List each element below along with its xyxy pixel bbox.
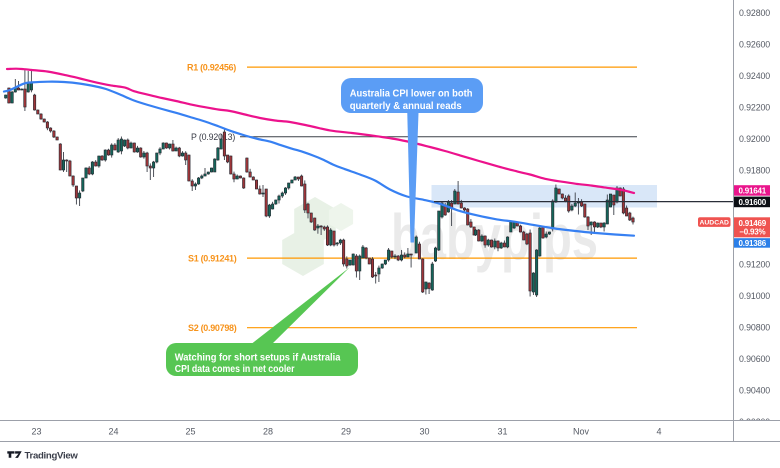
svg-text:Nov: Nov	[573, 426, 590, 436]
svg-text:30: 30	[419, 426, 429, 436]
svg-text:0.90800: 0.90800	[739, 323, 770, 333]
svg-text:babypips: babypips	[391, 201, 598, 273]
svg-text:0.91200: 0.91200	[739, 260, 770, 270]
svg-text:29: 29	[341, 426, 351, 436]
svg-text:R1 (0.92456): R1 (0.92456)	[187, 62, 236, 72]
svg-text:0.92000: 0.92000	[739, 134, 770, 144]
svg-text:0.91000: 0.91000	[739, 291, 770, 301]
svg-text:quarterly & annual reads: quarterly & annual reads	[350, 100, 462, 112]
svg-text:31: 31	[497, 426, 507, 436]
svg-text:0.92200: 0.92200	[739, 103, 770, 113]
svg-text:0.92600: 0.92600	[739, 40, 770, 50]
svg-text:0.91600: 0.91600	[739, 198, 767, 207]
svg-text:AUDCAD: AUDCAD	[699, 220, 729, 227]
svg-text:−0.93%: −0.93%	[739, 227, 765, 236]
svg-text:P (0.92013): P (0.92013)	[191, 132, 235, 142]
svg-text:0.90600: 0.90600	[739, 354, 770, 364]
svg-text:0.92800: 0.92800	[739, 8, 770, 18]
svg-text:23: 23	[31, 426, 41, 436]
svg-text:S2 (0.90798): S2 (0.90798)	[188, 323, 237, 333]
svg-text:0.91469: 0.91469	[739, 219, 767, 228]
svg-text:4: 4	[656, 426, 661, 436]
svg-text:0.90400: 0.90400	[739, 386, 770, 396]
svg-text:28: 28	[263, 426, 273, 436]
svg-text:0.91641: 0.91641	[739, 186, 767, 195]
svg-text:CPI data comes in net cooler: CPI data comes in net cooler	[175, 363, 295, 375]
svg-text:0.92400: 0.92400	[739, 71, 770, 81]
svg-text:25: 25	[185, 426, 195, 436]
svg-text:0.91386: 0.91386	[739, 239, 767, 248]
svg-text:Australia CPI lower on both: Australia CPI lower on both	[350, 87, 473, 99]
svg-text:24: 24	[108, 426, 118, 436]
svg-text:S1 (0.91241): S1 (0.91241)	[188, 253, 237, 263]
svg-text:0.91800: 0.91800	[739, 165, 770, 175]
svg-text:TradingView: TradingView	[25, 450, 79, 461]
svg-text:Watching for short setups if A: Watching for short setups if Australia	[175, 351, 341, 363]
